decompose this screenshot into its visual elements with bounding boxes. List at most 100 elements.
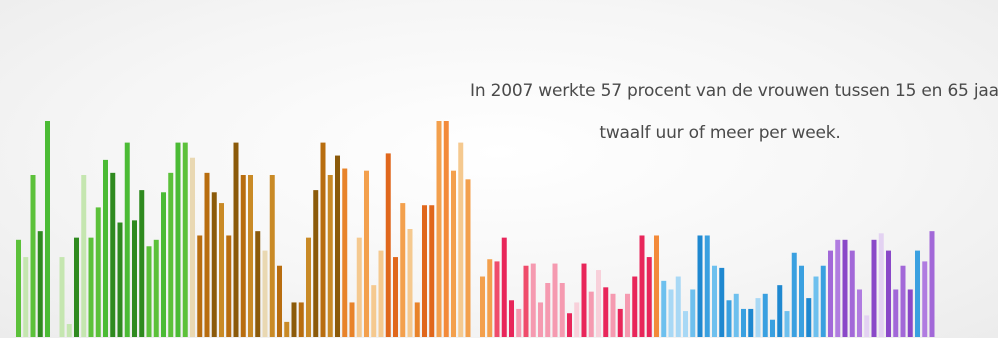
bar xyxy=(233,142,239,337)
bar xyxy=(639,235,645,337)
bar xyxy=(219,203,224,337)
bar xyxy=(849,250,855,337)
bar xyxy=(204,172,210,337)
bar xyxy=(610,293,616,337)
bar xyxy=(857,289,862,337)
bar xyxy=(313,190,319,337)
bar xyxy=(248,175,253,337)
bar xyxy=(922,261,928,337)
bar xyxy=(530,263,536,337)
bar xyxy=(871,239,877,337)
bar xyxy=(559,283,565,337)
bar xyxy=(146,246,152,337)
bar xyxy=(617,308,623,337)
bar xyxy=(487,259,493,337)
bar xyxy=(538,302,543,337)
caption: In 2007 werkte 57 procent van de vrouwen… xyxy=(470,70,998,154)
bar xyxy=(886,250,891,337)
bar xyxy=(574,302,580,337)
bar xyxy=(371,285,377,337)
bar xyxy=(103,159,108,337)
bar xyxy=(291,302,297,337)
bar xyxy=(59,257,65,337)
bar xyxy=(161,192,166,337)
bar xyxy=(509,300,514,337)
bar xyxy=(393,257,398,337)
bar xyxy=(516,308,522,337)
bar xyxy=(45,121,50,337)
bar xyxy=(603,287,609,337)
bar xyxy=(893,289,899,337)
bar xyxy=(378,250,384,337)
bar xyxy=(66,324,72,337)
bar xyxy=(407,229,413,337)
bar xyxy=(400,203,406,337)
bar xyxy=(748,308,754,337)
bar xyxy=(719,267,725,337)
bar xyxy=(820,265,826,337)
bar xyxy=(501,237,507,337)
bar xyxy=(182,142,188,337)
bar xyxy=(385,153,391,337)
bar xyxy=(81,175,87,337)
bar xyxy=(74,237,79,337)
bar xyxy=(168,172,174,337)
bar xyxy=(95,207,101,337)
bar xyxy=(842,239,848,337)
bar xyxy=(668,289,674,337)
bar xyxy=(451,170,456,337)
bar xyxy=(929,231,935,337)
bar xyxy=(733,293,739,337)
bar xyxy=(907,289,913,337)
bar xyxy=(784,311,790,337)
bar xyxy=(770,319,775,337)
bar xyxy=(414,302,420,337)
bar xyxy=(625,293,630,337)
bar xyxy=(139,190,145,337)
caption-line-2: twaalf uur of meer per week. xyxy=(599,123,841,143)
bar xyxy=(828,250,833,337)
bar xyxy=(327,175,333,337)
bar xyxy=(211,192,217,337)
bar xyxy=(762,293,768,337)
bar xyxy=(284,321,290,337)
bar xyxy=(16,239,21,337)
bar xyxy=(30,175,36,337)
bar xyxy=(654,235,659,337)
bar xyxy=(864,315,870,337)
bar xyxy=(567,313,572,337)
bar xyxy=(197,235,203,337)
bar xyxy=(240,175,246,337)
bar xyxy=(683,311,688,337)
bar xyxy=(646,257,652,337)
bar xyxy=(523,265,529,337)
bar xyxy=(262,250,268,337)
bar xyxy=(465,179,471,337)
bar xyxy=(690,289,696,337)
bar xyxy=(458,142,464,337)
bar xyxy=(791,252,797,337)
bar xyxy=(443,121,449,337)
bar xyxy=(110,172,116,337)
bar xyxy=(349,302,355,337)
bar xyxy=(675,276,681,337)
bar xyxy=(704,235,710,337)
bar xyxy=(269,175,275,337)
bar xyxy=(342,168,348,337)
bar xyxy=(132,220,137,337)
bar xyxy=(581,263,587,337)
bar xyxy=(835,239,841,337)
bar xyxy=(37,231,43,337)
bar xyxy=(697,235,703,337)
bar xyxy=(755,298,761,337)
bar xyxy=(23,257,29,337)
bar xyxy=(588,291,594,337)
bar xyxy=(298,302,304,337)
bar xyxy=(277,265,282,337)
bar xyxy=(596,270,601,337)
bar xyxy=(88,237,94,337)
bar xyxy=(117,222,123,337)
bar xyxy=(545,283,551,337)
bar xyxy=(878,233,884,337)
bar xyxy=(632,276,638,337)
